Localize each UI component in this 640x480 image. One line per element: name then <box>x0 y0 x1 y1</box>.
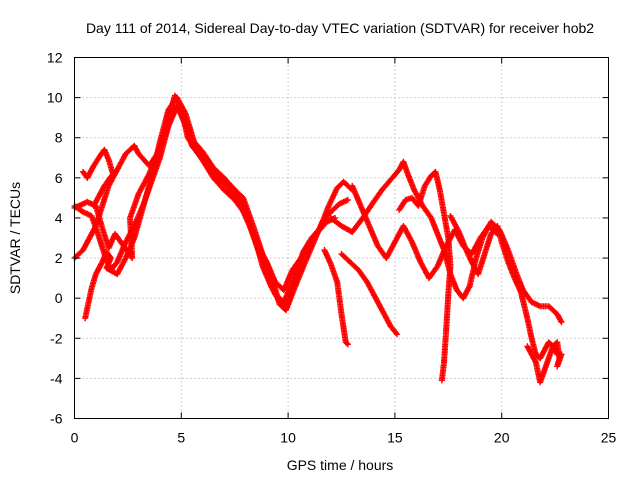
y-axis-title: SDTVAR / TECUs <box>7 182 23 294</box>
y-tick-label: 2 <box>55 250 63 266</box>
y-tick-label: 6 <box>55 170 63 186</box>
data-point-marker <box>558 351 565 358</box>
x-tick-label: 15 <box>387 430 403 446</box>
grid <box>74 57 609 419</box>
series-track-k <box>447 212 565 362</box>
y-tick-label: 0 <box>55 290 63 306</box>
data-point-marker <box>343 340 350 347</box>
data-points <box>71 92 565 386</box>
plot-frame <box>74 57 609 419</box>
data-point-marker <box>394 331 401 338</box>
x-tick-label: 25 <box>601 430 617 446</box>
series-track-l <box>524 339 565 386</box>
series-track-d <box>71 102 313 306</box>
series-track-e <box>80 146 116 209</box>
x-tick-label: 0 <box>71 430 79 446</box>
data-point-marker <box>558 319 565 326</box>
x-tick-label: 10 <box>280 430 296 446</box>
series-track-a <box>71 92 351 314</box>
series-track-g <box>338 251 401 338</box>
y-tick-label: 8 <box>55 130 63 146</box>
series-track-f <box>321 247 351 348</box>
data-point-marker <box>90 202 97 209</box>
series-track-b <box>82 94 356 322</box>
y-tick-label: 4 <box>55 210 63 226</box>
y-tick-label: -6 <box>50 411 63 427</box>
data-point-marker <box>344 341 351 348</box>
chart-title: Day 111 of 2014, Sidereal Day-to-day VTE… <box>86 20 594 36</box>
y-tick-label: 10 <box>47 90 63 106</box>
data-point-marker <box>344 196 351 203</box>
y-tick-label: 12 <box>47 50 63 66</box>
y-tick-label: -4 <box>50 370 63 386</box>
y-tick-label: -2 <box>50 330 63 346</box>
series-track-j <box>396 168 454 384</box>
data-point-marker <box>306 239 313 246</box>
data-point-marker <box>438 377 445 384</box>
axis-ticks: 0 5 10 15 20 25 -6 -4 -2 0 2 4 6 8 10 12 <box>47 50 617 446</box>
x-tick-label: 20 <box>494 430 510 446</box>
x-tick-label: 5 <box>177 430 185 446</box>
x-axis-title: GPS time / hours <box>287 457 394 473</box>
